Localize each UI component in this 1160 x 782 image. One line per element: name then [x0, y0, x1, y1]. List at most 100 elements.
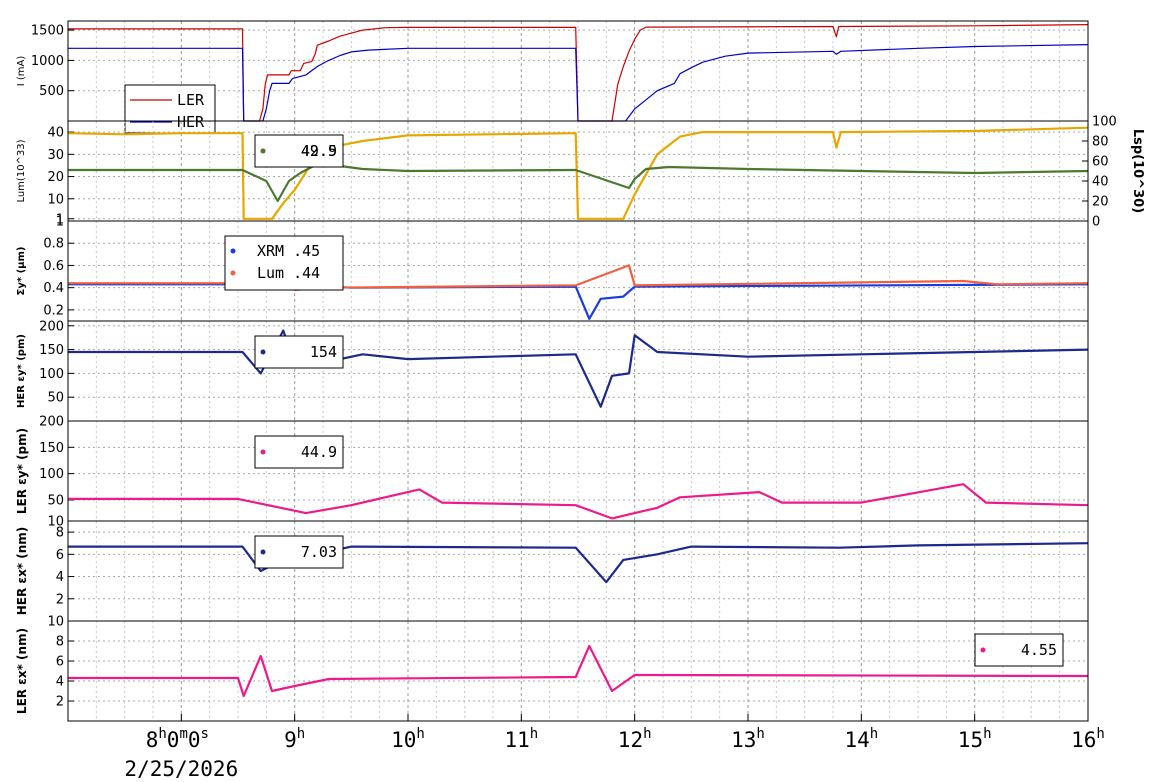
panel-ler_ey: 10 50 100 150 200 LER εy* (pm) 44.9 — [15, 415, 1089, 530]
readout-value: Lum .44 — [257, 264, 320, 282]
y-axis-label: LER εx* (nm) — [15, 628, 29, 714]
panel-ler_ex: 2 4 6 8 10 LER εx* (nm) 4.55 — [15, 615, 1089, 722]
x-tick-label: 10h — [391, 726, 425, 752]
y-axis-label: LER εy* (pm) — [15, 428, 29, 514]
readout-value: 4.55 — [1021, 641, 1057, 659]
series-line-current-1 — [68, 44, 1089, 122]
legend-box — [124, 84, 216, 134]
readout-ler_ey: 44.9 — [254, 435, 344, 469]
y-tick-label: 150 — [39, 441, 64, 456]
series-line-current-0 — [68, 24, 1089, 122]
x-tick-label: 8h0m0s — [146, 726, 209, 752]
y-tick-label: 10 — [47, 515, 64, 530]
panel-current: 500 1000 1500 I (mA) LER HER — [16, 20, 1089, 134]
readout-marker — [260, 349, 266, 355]
y-tick-label: 1 — [56, 212, 64, 227]
readout-marker — [260, 449, 266, 455]
y-tick-label: 200 — [39, 415, 64, 430]
readout-value: 7.03 — [301, 543, 337, 561]
y-axis-label: Σy* (μm) — [16, 247, 27, 296]
legend-label: LER — [177, 91, 205, 109]
legend: LER HER — [124, 84, 216, 134]
right-y-tick-label: 80 — [1092, 135, 1109, 150]
readout-marker — [230, 248, 236, 254]
readout-ler_ex: 4.55 — [974, 633, 1064, 667]
x-tick-label: 15h — [958, 726, 992, 752]
x-tick-label: 16h — [1071, 726, 1105, 752]
y-axis-label: HER εx* (nm) — [15, 527, 29, 616]
readout-marker — [980, 647, 986, 653]
x-tick-label: 13h — [731, 726, 765, 752]
y-tick-label: 20 — [47, 170, 64, 185]
series-line-ler_ex-0 — [68, 644, 1089, 698]
legend-label: HER — [177, 113, 205, 131]
y-axis-label: I (mA) — [16, 56, 27, 87]
y-tick-label: 4 — [56, 675, 64, 690]
x-axis: 8h0m0s 9h 10h 11h 12h 13h 14h 15h 16h 2/25/2026 — [124, 714, 1105, 781]
y-tick-label: 4 — [56, 570, 64, 585]
y-tick-label: 0.8 — [43, 237, 64, 252]
readout-her_ex: 7.03 — [254, 535, 344, 569]
right-y-tick-label: 20 — [1092, 195, 1109, 210]
y-tick-label: 200 — [39, 319, 64, 334]
y-tick-label: 8 — [56, 635, 64, 650]
y-tick-label: 6 — [56, 548, 64, 563]
right-y-axis-label: Lsp(10^30) — [1130, 129, 1145, 213]
readout-marker — [230, 270, 236, 276]
readout-sigma: XRM .45 Lum .44 — [224, 235, 344, 291]
y-tick-label: 2 — [56, 695, 64, 710]
y-tick-label: 40 — [47, 126, 64, 141]
series-line-her_ex-0 — [68, 542, 1089, 584]
readout-her_ey: 154 — [254, 335, 344, 369]
right-y-tick-label: 0 — [1092, 215, 1100, 230]
readout-box — [224, 235, 344, 291]
right-y-tick-label: 60 — [1092, 155, 1109, 170]
series-line-ler_ey-0 — [68, 483, 1089, 520]
right-y-tick-label: 40 — [1092, 175, 1109, 190]
y-tick-label: 1000 — [31, 54, 64, 69]
readout-value: XRM .45 — [257, 242, 320, 260]
panel-sigma: 0.2 0.4 0.6 0.8 1 Σy* (μm) XRM .45 Lum .44 — [16, 215, 1089, 322]
readout-box — [254, 335, 344, 369]
readout-box — [254, 435, 344, 469]
y-axis-label: Lum(10^33) — [16, 139, 27, 202]
readout-marker — [260, 549, 266, 555]
y-tick-label: 150 — [39, 343, 64, 358]
readout-value: 49.9 — [301, 142, 337, 160]
panel-frame — [67, 620, 1089, 722]
x-tick-label: 14h — [844, 726, 878, 752]
readout-value: 154 — [310, 343, 337, 361]
right-y-tick-label: 100 — [1092, 115, 1117, 130]
y-tick-label: 1 — [56, 215, 64, 230]
y-tick-label: 100 — [39, 367, 64, 382]
panel-her_ey: 50 100 150 200 HER εy* (pm) 154 — [16, 319, 1089, 422]
x-tick-label: 9h — [284, 726, 305, 752]
y-tick-label: 2 — [56, 592, 64, 607]
y-tick-label: 100 — [39, 467, 64, 482]
readout-box — [974, 633, 1064, 667]
series-line-luminosity-1 — [68, 162, 1089, 203]
readout-value: 44.9 — [301, 443, 337, 461]
readout-box — [254, 535, 344, 569]
y-tick-label: 10 — [47, 192, 64, 207]
panel-luminosity: 1 10 20 30 40 Lum(10^33) 0 20 40 60 80 100 Lsp(10^30… — [16, 115, 1145, 230]
y-tick-label: 8 — [56, 526, 64, 541]
readout-luminosity: 49.942.5 — [254, 134, 344, 168]
y-tick-label: 50 — [47, 391, 64, 406]
y-tick-label: 50 — [47, 493, 64, 508]
date-label: 2/25/2026 — [124, 757, 238, 781]
series-line-luminosity-0 — [67, 126, 1089, 220]
y-tick-label: 0.4 — [43, 281, 64, 296]
x-tick-label: 11h — [504, 726, 538, 752]
y-tick-label: 0.2 — [43, 303, 64, 318]
y-tick-label: 6 — [56, 655, 64, 670]
y-tick-label: 0.6 — [43, 259, 64, 274]
readout-marker — [260, 148, 266, 154]
y-tick-label: 30 — [47, 148, 64, 163]
y-tick-label: 10 — [47, 615, 64, 630]
y-axis-label: HER εy* (pm) — [16, 334, 27, 408]
readout-box — [254, 134, 344, 168]
x-tick-label: 12h — [618, 726, 652, 752]
